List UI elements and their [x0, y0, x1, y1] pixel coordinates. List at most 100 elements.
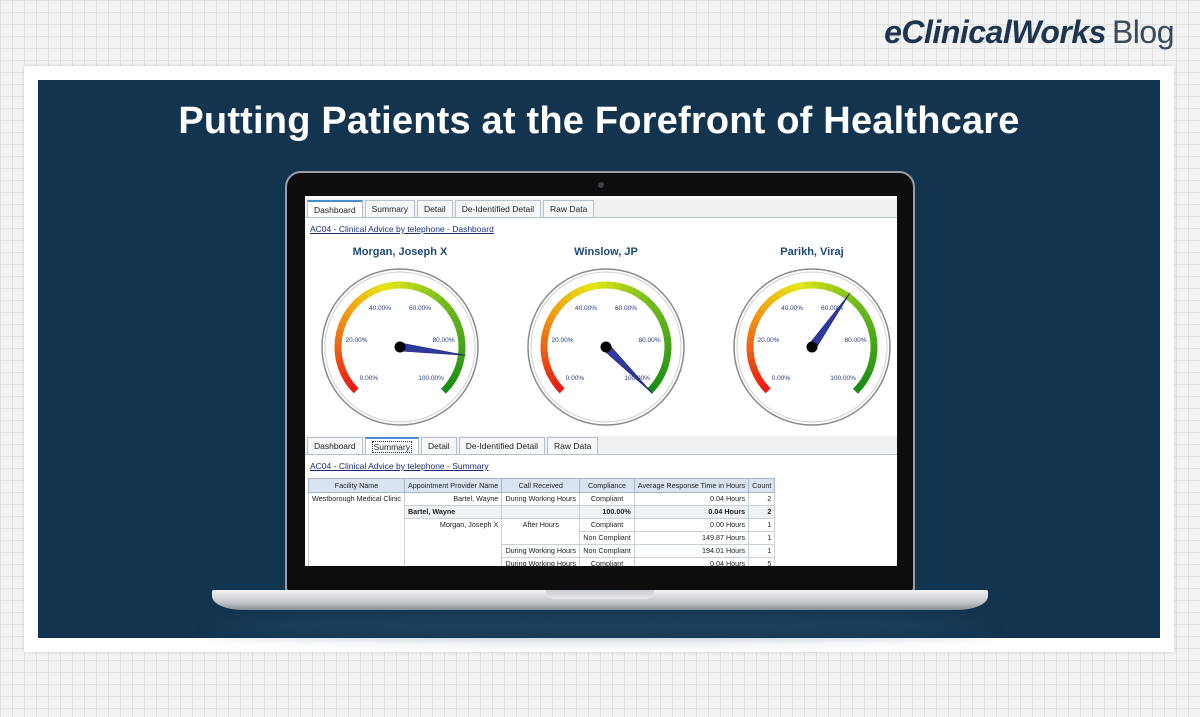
tab-summary[interactable]: Summary: [364, 200, 415, 217]
gauge-tick-label: 60.00%: [821, 305, 843, 312]
gauge-color-band: [818, 281, 828, 291]
gauge-name: Parikh, Viraj: [780, 246, 844, 258]
brand-logo[interactable]: eClinicalWorks Blog: [884, 14, 1174, 51]
gauge-color-band: [545, 314, 556, 325]
tab-detail[interactable]: Detail: [416, 200, 453, 217]
table-header-row: Facility Name Appointment Provider Name …: [308, 478, 776, 493]
gauge-color-band: [854, 302, 866, 314]
gauge-color-band: [653, 308, 664, 319]
gauge-color-band: [348, 382, 359, 394]
summary-table: Facility Name Appointment Provider Name …: [308, 478, 776, 566]
gauge-inner-ring: [530, 271, 682, 423]
column-header[interactable]: Average Response Time in Hours: [633, 478, 750, 493]
gauge-color-band: [576, 285, 587, 295]
gauge-color-band: [857, 377, 868, 389]
gauge-color-band: [449, 371, 460, 382]
tab-deidentified-detail[interactable]: De-Identified Detail: [458, 437, 545, 454]
gauge-tick-label: 80.00%: [638, 337, 660, 344]
gauge-color-band: [612, 281, 622, 291]
gauge-color-band: [747, 328, 756, 338]
summary-report-title[interactable]: AC04 - Clinical Advice by telephone - Su…: [310, 461, 489, 471]
gauge-color-band: [334, 350, 343, 360]
gauge-card: Winslow, JP 0.00% 20.00% 40.00% 60.00% 80.00…: [521, 242, 691, 432]
column-header[interactable]: Call Received: [501, 478, 581, 493]
gauge-color-band: [413, 283, 424, 293]
tab-deidentified-detail[interactable]: De-Identified Detail: [454, 200, 541, 217]
tab-raw-data[interactable]: Raw Data: [547, 437, 599, 454]
gauge-tick-label: 40.00%: [369, 305, 391, 312]
gauge-color-band: [638, 292, 650, 303]
gauge-tick-label: 40.00%: [781, 305, 803, 312]
gauge-color-band: [646, 383, 658, 394]
gauge-color-band: [849, 297, 861, 308]
gauge-dial: 0.00% 20.00% 40.00% 60.00% 80.00% 100.00%: [733, 268, 891, 426]
dashboard-report-title[interactable]: AC04 - Clinical Advice by telephone - Da…: [310, 224, 494, 234]
gauge-color-band: [749, 364, 759, 375]
gauge-hub: [394, 341, 406, 353]
gauge-tick-label: 0.00%: [360, 375, 379, 382]
gauge-color-band: [660, 321, 670, 332]
gauge-color-band: [420, 285, 431, 296]
column-header[interactable]: Appointment Provider Name: [403, 478, 503, 493]
gauge-color-band: [868, 329, 877, 339]
gauge-color-band: [351, 296, 363, 308]
tab-dashboard[interactable]: Dashboard: [307, 200, 363, 217]
gauge-color-band: [336, 321, 347, 332]
tab-detail[interactable]: Detail: [420, 437, 457, 454]
gauge-color-band: [553, 302, 564, 313]
gauge-inner-ring: [736, 271, 888, 423]
gauge-tick-label: 60.00%: [615, 305, 637, 312]
tab-summary-label: Summary: [371, 441, 412, 453]
call-cell: During Working Hours: [501, 492, 581, 506]
gauge-color-band: [541, 328, 550, 338]
brand-name: eClinicalWorks: [884, 14, 1106, 50]
compliance-cell: Compliant: [579, 557, 635, 566]
count-cell: 1: [748, 518, 776, 532]
gauge-color-band: [643, 297, 655, 308]
gauge-color-band: [540, 336, 549, 345]
column-header[interactable]: Count: [748, 478, 776, 493]
tab-summary[interactable]: Summary: [364, 437, 419, 454]
gauge-color-band: [342, 308, 354, 319]
gauge-color-band: [619, 283, 630, 293]
gauge-color-band: [399, 281, 409, 289]
gauge-color-band: [658, 365, 669, 375]
gauge-tick-label: 20.00%: [345, 337, 367, 344]
gauge-color-band: [546, 370, 557, 382]
gauge-color-band: [363, 288, 374, 299]
gauge-color-band: [782, 285, 793, 295]
gauge-color-band: [655, 371, 666, 382]
gauge-color-band: [357, 292, 368, 303]
gauge-color-band: [334, 336, 343, 345]
gauge-color-band: [866, 321, 876, 332]
gauge-color-band: [343, 377, 355, 388]
gauge-hub: [600, 341, 612, 353]
gauge-color-band: [451, 314, 461, 326]
gauge-color-band: [437, 297, 449, 308]
count-cell: 5: [748, 557, 776, 566]
gauge-color-band: [746, 336, 755, 345]
gauge-color-band: [554, 382, 565, 394]
gauge-color-band: [748, 321, 759, 332]
gauge-color-band: [445, 377, 456, 389]
tab-raw-data[interactable]: Raw Data: [543, 200, 595, 217]
gauge-color-band: [569, 288, 580, 299]
gauge-color-band: [789, 283, 799, 293]
laptop-base: [212, 590, 988, 610]
laptop-shadow: [210, 616, 990, 636]
column-header[interactable]: Facility Name: [308, 478, 405, 493]
gauge-color-band: [662, 329, 671, 339]
column-header[interactable]: Compliance: [579, 478, 635, 493]
gauge-color-band: [377, 283, 387, 293]
gauge-color-band: [455, 358, 465, 368]
gauge-color-band: [549, 377, 561, 388]
gauge-tick-label: 80.00%: [844, 337, 866, 344]
gauge-color-band: [755, 377, 767, 388]
gauge-color-band: [769, 292, 780, 303]
gauge-color-band: [548, 308, 560, 319]
facility-cell: Westborough Medical Clinic: [308, 492, 405, 566]
avg-cell: 149.87 Hours: [633, 531, 750, 545]
tab-dashboard[interactable]: Dashboard: [307, 437, 363, 454]
gauge-color-band: [452, 365, 463, 375]
avg-cell: 0.04 Hours: [633, 505, 750, 519]
